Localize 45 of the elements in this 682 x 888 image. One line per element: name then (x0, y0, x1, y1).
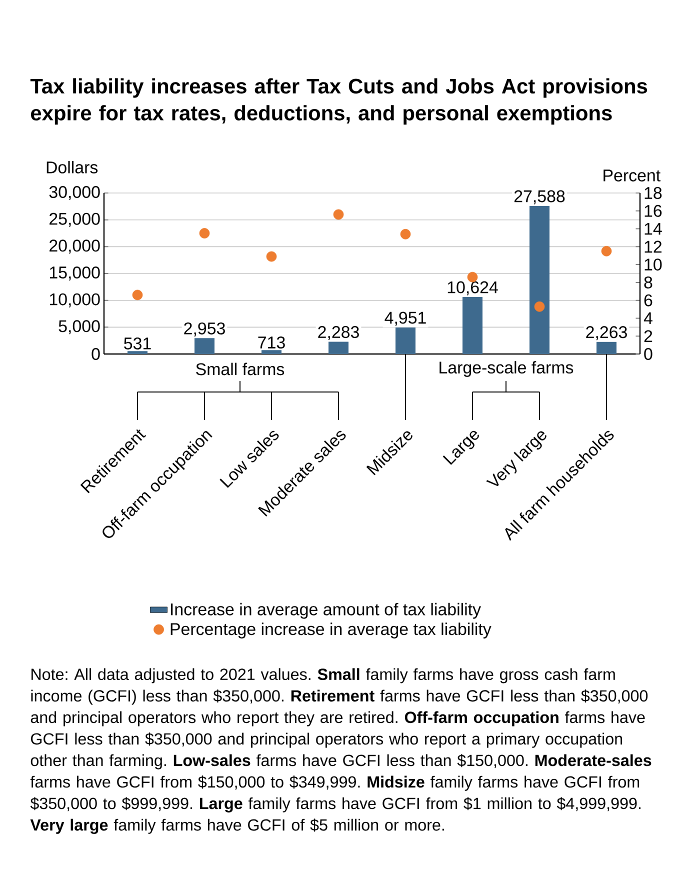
y-tick-label: 25,000 (50, 212, 100, 227)
data-label: 10,624 (448, 281, 498, 296)
y2-tick-label: 6 (644, 294, 652, 306)
point (199, 228, 210, 238)
legend-label: Percentage increase in average tax liability (170, 622, 492, 638)
data-label: 531 (124, 337, 151, 350)
point (400, 228, 411, 240)
text: Note: All data adjusted to 2021 values. Small family farms have gross cash farm income (GCFI) less than $350,000. Retirement farms have GCFI less than $350,000 and principal operators who report they are retired. Off-farm occupation farms have GCFI less than $350,000 and principal operators who report a primary occupation other than farming. Low-sales farms have GCFI less than $150,000. Moderate-sales farms have GCFI from $150,000 to $349,999. Midsize family farms have GCFI from $350,000 to $999,999. Large family farms have GCFI from $1 million to $4,999,999. Very large family farms have GCFI of $5 million or more. (30, 668, 652, 834)
legend-label: Increase in average amount of tax liability (171, 602, 481, 619)
data-label: 2,953 (184, 322, 225, 336)
y2-tick-label: 18 (644, 187, 662, 200)
point (132, 290, 143, 300)
y2-axis-title: Percent (604, 170, 660, 182)
point (534, 301, 545, 312)
y2-tick-label: 14 (644, 222, 662, 235)
y2-tick-label: 8 (644, 276, 652, 288)
data-label: 4,951 (384, 312, 426, 326)
point (333, 209, 344, 220)
y-tick-label: 30,000 (49, 186, 100, 200)
y2-tick-label: 4 (644, 312, 652, 324)
y2-tick-label: 2 (644, 330, 652, 342)
y2-tick-label: 16 (644, 204, 662, 217)
bar (194, 338, 214, 354)
y-tick-label: 0 (92, 348, 100, 360)
y-tick-label: 10,000 (50, 293, 100, 308)
y-tick-label: 20,000 (50, 240, 100, 254)
bar (128, 351, 148, 354)
y-tick-label: 5,000 (58, 320, 100, 334)
bar (529, 206, 550, 354)
y2-tick-label: 0 (644, 348, 652, 360)
data-label: 713 (258, 336, 285, 348)
data-label: 2,283 (318, 326, 359, 340)
y-tick-label: 15,000 (50, 266, 100, 281)
point (601, 246, 612, 256)
data-label: 27,588 (514, 190, 565, 204)
y2-tick-label: 10 (644, 258, 662, 271)
y-axis-title: Dollars (46, 160, 98, 174)
text: Small farms (196, 362, 284, 376)
bar (328, 342, 348, 354)
chart-title: Tax liability increases after Tax Cuts and Jobs Act provisions expire for tax rates, deductions, and personal exemptions (30, 78, 648, 125)
bar (396, 327, 416, 354)
y2-tick-label: 12 (644, 240, 662, 253)
point (266, 251, 277, 262)
text: Large-scale farms (440, 361, 574, 377)
data-label: 2,263 (586, 326, 627, 340)
